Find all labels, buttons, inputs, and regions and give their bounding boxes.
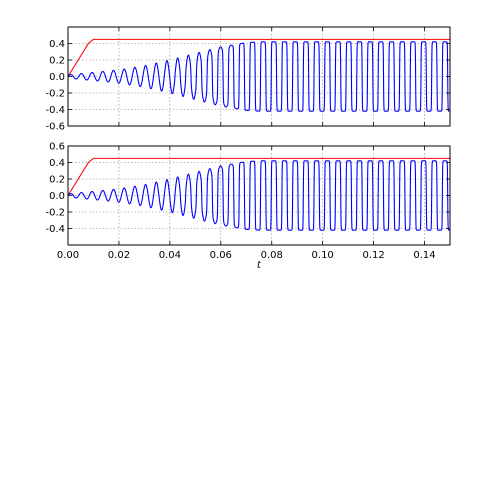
x-tick-label: 0.06 xyxy=(210,250,232,261)
y-tick-label: 0.4 xyxy=(49,158,65,169)
y-tick-label: -0.4 xyxy=(45,224,65,235)
y-tick-label: -0.2 xyxy=(45,89,65,100)
y-tick-label: 0.6 xyxy=(49,142,65,153)
x-tick-label: 0.08 xyxy=(261,250,283,261)
y-tick-label: -0.2 xyxy=(45,208,65,219)
x-tick-label: 0.02 xyxy=(108,250,130,261)
reference-line xyxy=(68,38,450,77)
x-axis-label: t xyxy=(257,260,262,271)
x-tick-label: 0.00 xyxy=(57,250,79,261)
response-line xyxy=(68,160,450,231)
y-tick-label: 0.2 xyxy=(49,56,65,67)
y-tick-label: 0.2 xyxy=(49,175,65,186)
y-tick-label: -0.6 xyxy=(45,122,65,133)
reference-line xyxy=(68,157,450,196)
x-tick-label: 0.12 xyxy=(362,250,384,261)
y-tick-label: 0.4 xyxy=(49,39,65,50)
y-tick-label: 0.0 xyxy=(49,72,65,83)
y-tick-label: -0.4 xyxy=(45,105,65,116)
y-tick-label: 0.0 xyxy=(49,191,65,202)
top-subplot: -0.6 -0.4 -0.2 0.0 0.2 0.4 xyxy=(45,26,451,133)
x-tick-label: 0.14 xyxy=(413,250,435,261)
x-tick-label: 0.10 xyxy=(312,250,334,261)
bottom-subplot: 0.00 0.02 0.04 0.06 0.08 0.10 0.12 0.14 -0.4 -0.2… xyxy=(45,142,451,271)
x-tick-label: 0.04 xyxy=(159,250,181,261)
response-line xyxy=(68,41,450,112)
